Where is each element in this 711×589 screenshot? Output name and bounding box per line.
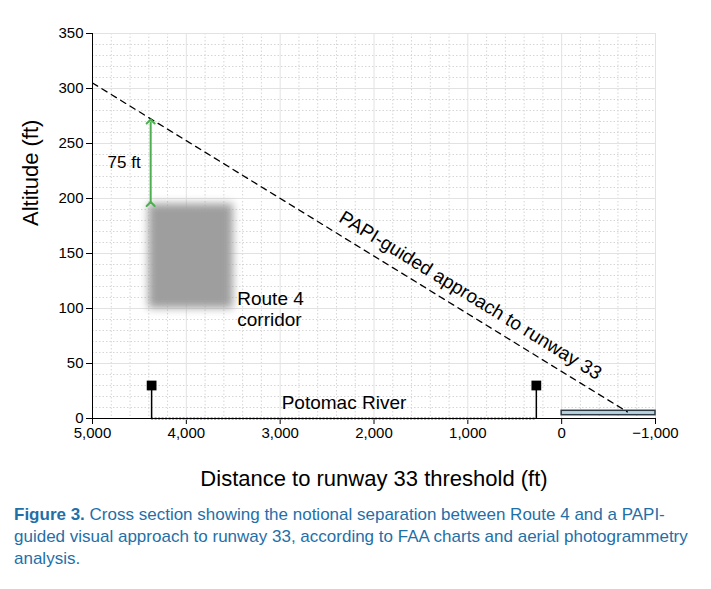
- svg-text:Potomac River: Potomac River: [282, 392, 407, 413]
- svg-text:150: 150: [58, 244, 83, 261]
- svg-text:0: 0: [75, 409, 84, 427]
- svg-text:250: 250: [58, 134, 83, 151]
- svg-text:Route 4corridor: Route 4corridor: [237, 288, 304, 331]
- svg-text:3,000: 3,000: [261, 424, 299, 441]
- svg-text:100: 100: [58, 299, 83, 316]
- svg-text:300: 300: [58, 79, 83, 96]
- svg-text:5,000: 5,000: [74, 424, 112, 441]
- svg-text:−1,000: −1,000: [632, 424, 678, 441]
- svg-text:2,000: 2,000: [355, 424, 393, 441]
- svg-text:1,000: 1,000: [449, 424, 487, 441]
- svg-text:200: 200: [58, 189, 83, 206]
- svg-text:4,000: 4,000: [168, 424, 206, 441]
- svg-text:Altitude (ft): Altitude (ft): [18, 120, 43, 226]
- html-text:Figure 3. Cross section showin: Figure 3. Cross section showing the noti…: [14, 505, 688, 568]
- svg-text:Distance to runway 33 threshol: Distance to runway 33 threshold (ft): [200, 466, 547, 491]
- svg-text:75 ft: 75 ft: [108, 153, 141, 172]
- svg-text:350: 350: [58, 24, 83, 41]
- svg-text:50: 50: [67, 354, 84, 371]
- svg-text:0: 0: [557, 424, 565, 441]
- svg-text:PAPI-guided approach to runway: PAPI-guided approach to runway 33: [336, 207, 606, 384]
